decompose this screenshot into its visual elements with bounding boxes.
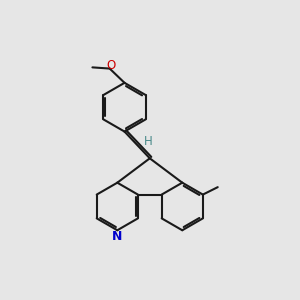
Text: H: H xyxy=(144,135,153,148)
Text: N: N xyxy=(112,230,122,243)
Text: O: O xyxy=(106,59,116,72)
